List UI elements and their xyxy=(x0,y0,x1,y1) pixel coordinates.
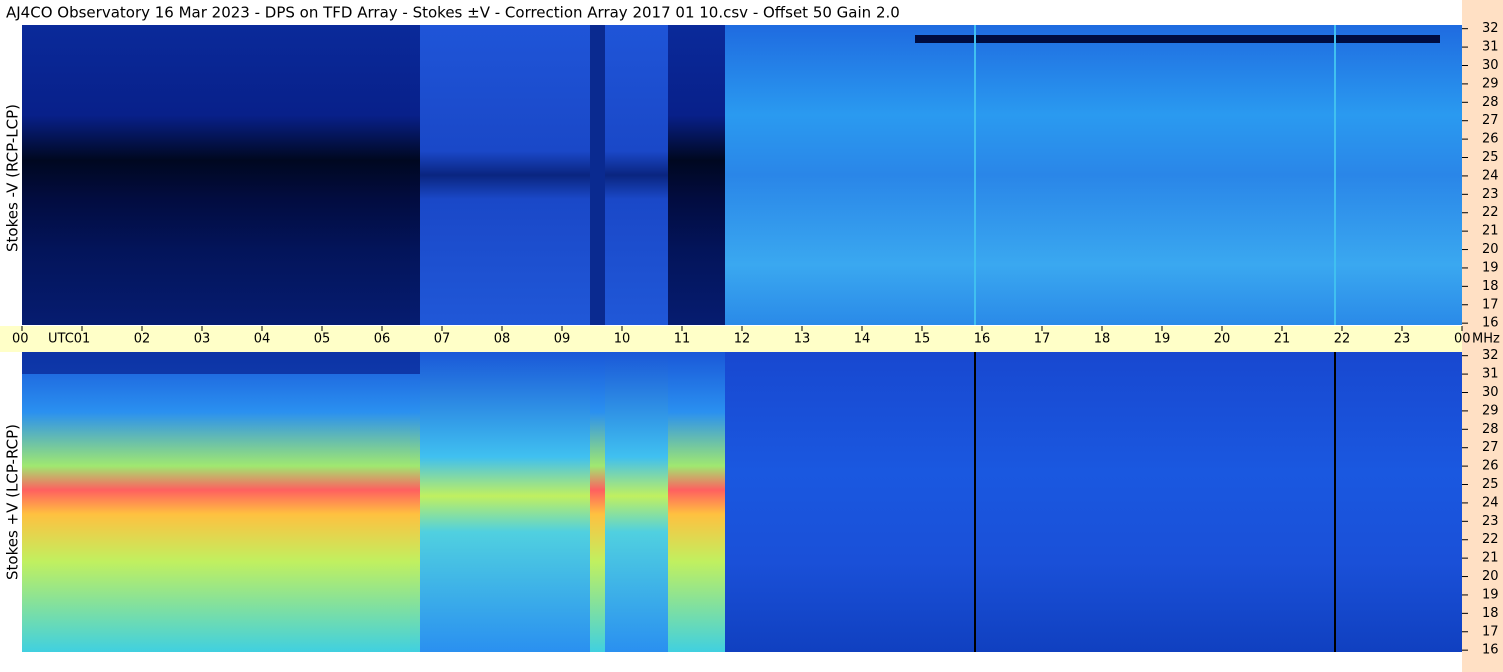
x-tick-label: 01 xyxy=(74,332,91,347)
x-tick-label: 23 xyxy=(1394,332,1411,347)
x-tick-label: 00 xyxy=(1454,332,1471,347)
heatmap-region xyxy=(725,25,1462,325)
x-tick-label: 02 xyxy=(134,332,151,347)
y-tick-label: 27 xyxy=(1482,113,1499,128)
panel-label: Stokes -V (RCP-LCP) xyxy=(4,104,22,252)
heatmap-region xyxy=(420,25,590,325)
x-tick-label: 19 xyxy=(1154,332,1171,347)
x-tick-label: 09 xyxy=(554,332,571,347)
y-tick-label: 28 xyxy=(1482,422,1499,437)
y-tick-label: 29 xyxy=(1482,76,1499,91)
x-tick-label: 07 xyxy=(434,332,451,347)
y-tick-label: 23 xyxy=(1482,187,1499,202)
heatmap-region xyxy=(668,25,725,325)
y-unit: MHz xyxy=(1472,332,1500,347)
y-tick-label: 19 xyxy=(1482,587,1499,602)
heatmap-region xyxy=(590,25,605,325)
y-tick-label: 27 xyxy=(1482,440,1499,455)
x-tick-label: 05 xyxy=(314,332,331,347)
y-tick-label: 30 xyxy=(1482,58,1499,73)
x-tick-label: 22 xyxy=(1334,332,1351,347)
heatmap-region xyxy=(605,25,668,325)
x-tick-label: 18 xyxy=(1094,332,1111,347)
x-tick-label: 03 xyxy=(194,332,211,347)
y-tick-label: 16 xyxy=(1482,643,1499,658)
heatmap-region xyxy=(590,352,605,652)
y-tick-label: 23 xyxy=(1482,514,1499,529)
y-tick-label: 25 xyxy=(1482,477,1499,492)
heatmap-region xyxy=(1334,25,1336,325)
y-tick-label: 18 xyxy=(1482,606,1499,621)
heatmap-region xyxy=(22,25,420,325)
y-tick-label: 32 xyxy=(1482,21,1499,36)
y-tick-label: 20 xyxy=(1482,569,1499,584)
bottom-spectrogram xyxy=(22,352,1462,652)
x-tick-label: 00 xyxy=(12,332,29,347)
y-tick-label: 22 xyxy=(1482,205,1499,220)
y-tick-label: 21 xyxy=(1482,551,1499,566)
y-tick-label: 32 xyxy=(1482,348,1499,363)
x-tick-label: 06 xyxy=(374,332,391,347)
heatmap-region xyxy=(420,352,590,652)
x-tick-label: 21 xyxy=(1274,332,1291,347)
y-tick-label: 28 xyxy=(1482,95,1499,110)
y-tick-label: 29 xyxy=(1482,403,1499,418)
heatmap-region xyxy=(725,352,1462,652)
y-tick-label: 16 xyxy=(1482,316,1499,331)
heatmap-region xyxy=(915,35,1440,43)
y-tick-label: 24 xyxy=(1482,495,1499,510)
heatmap-region xyxy=(974,352,976,652)
y-tick-label: 19 xyxy=(1482,260,1499,275)
heatmap-region xyxy=(22,352,420,374)
heatmap-region xyxy=(1334,352,1336,652)
x-tick-label: 16 xyxy=(974,332,991,347)
x-tick-label: 12 xyxy=(734,332,751,347)
heatmap-region xyxy=(605,352,668,652)
y-tick-label: 24 xyxy=(1482,168,1499,183)
y-tick-label: 26 xyxy=(1482,459,1499,474)
x-tick-label: 10 xyxy=(614,332,631,347)
freq-strip xyxy=(1462,0,1503,672)
panel-label: Stokes +V (LCP-RCP) xyxy=(4,424,22,580)
y-tick-label: 30 xyxy=(1482,385,1499,400)
heatmap-region xyxy=(22,352,420,652)
chart-title: AJ4CO Observatory 16 Mar 2023 - DPS on T… xyxy=(6,4,900,22)
y-tick-label: 21 xyxy=(1482,224,1499,239)
x-tick-label: 17 xyxy=(1034,332,1051,347)
y-tick-label: 17 xyxy=(1482,624,1499,639)
y-tick-label: 22 xyxy=(1482,532,1499,547)
y-tick-label: 25 xyxy=(1482,150,1499,165)
y-tick-label: 18 xyxy=(1482,279,1499,294)
top-spectrogram xyxy=(22,25,1462,325)
heatmap-region xyxy=(668,352,725,652)
y-tick-label: 31 xyxy=(1482,367,1499,382)
y-tick-label: 20 xyxy=(1482,242,1499,257)
y-tick-label: 26 xyxy=(1482,132,1499,147)
x-tick-label: 13 xyxy=(794,332,811,347)
y-tick-label: 17 xyxy=(1482,297,1499,312)
x-tick-label: 20 xyxy=(1214,332,1231,347)
y-tick-label: 31 xyxy=(1482,40,1499,55)
x-tick-label: 04 xyxy=(254,332,271,347)
x-unit: UTC xyxy=(48,332,74,347)
heatmap-region xyxy=(974,25,976,325)
x-tick-label: 08 xyxy=(494,332,511,347)
x-tick-label: 15 xyxy=(914,332,931,347)
x-tick-label: 11 xyxy=(674,332,691,347)
time-strip xyxy=(0,326,1462,352)
x-tick-label: 14 xyxy=(854,332,871,347)
